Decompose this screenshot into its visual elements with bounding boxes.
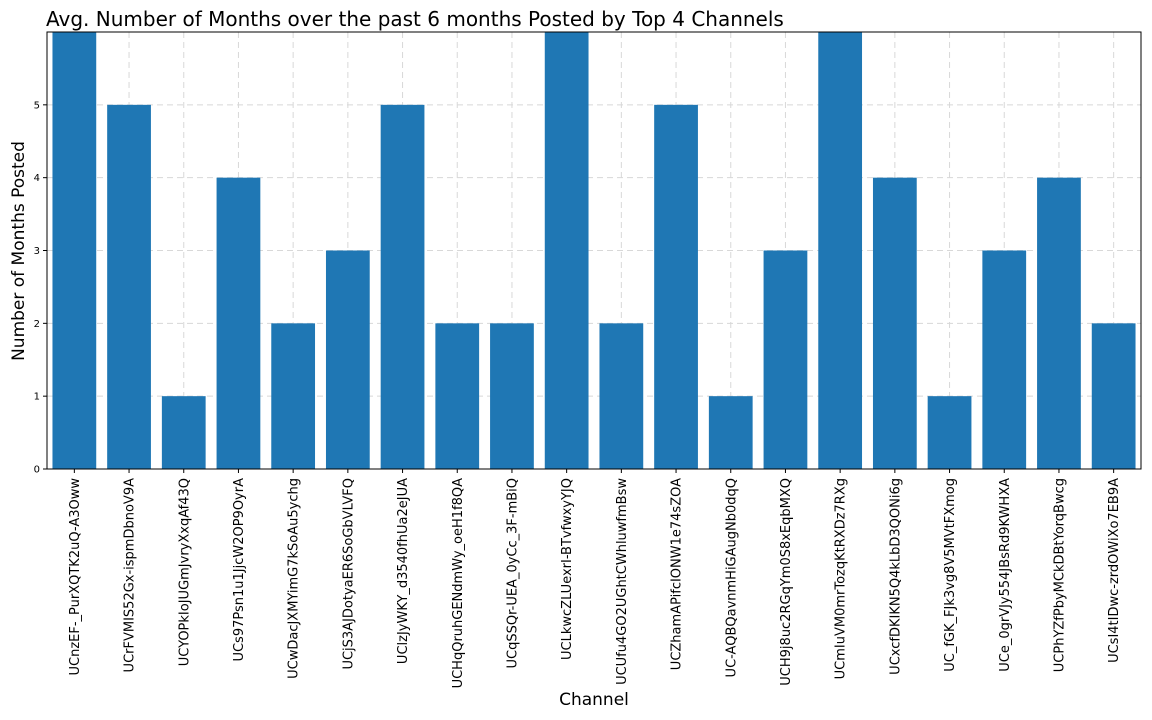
x-tick-label: UClzJyWKY_d3540fhUa2eJUA [396, 478, 411, 664]
bar [708, 396, 753, 469]
x-tick-label: UCHqQruhGENdmWy_oeH1f8QA [451, 478, 466, 689]
grid-lines [47, 32, 1141, 470]
bars [52, 32, 1136, 469]
bar [818, 32, 863, 469]
bar [927, 396, 972, 469]
x-tick-label: UC-AQBQavnmHiGAugNb0dqQ [724, 478, 739, 677]
bar [872, 177, 917, 469]
x-tick-label: UCxcfDKIKN5Q4kLbD3QONi6g [888, 478, 903, 675]
bar [216, 177, 261, 469]
x-tick-label: UCjS3AJDotyaER6SoGbVLVFQ [341, 478, 356, 670]
x-tick-label: UCPhYZfPbyMCkDBtYorqBwcg [1052, 478, 1067, 672]
x-tick-label: UCYOPkIoJUGmJvryXxqAf43Q [177, 478, 192, 666]
y-axis-label: Number of Months Posted [9, 141, 29, 361]
y-tick-label: 5 [34, 100, 40, 111]
x-axis-label: Channel [559, 690, 629, 710]
y-axis-ticks: 0 1 2 3 4 5 [34, 100, 47, 476]
bar [380, 104, 425, 469]
x-tick-label: UCrFVMIS52Gx-ispmDbnoV9A [123, 478, 138, 673]
x-tick-label: UCe_0grVJy554JBsRd9KWHXA [998, 478, 1013, 672]
bar [107, 104, 151, 469]
bar [271, 323, 316, 469]
x-tick-label: UC_fGK_FJk3vg8V5MVtFXmog [943, 478, 958, 672]
bar [654, 104, 698, 469]
x-tick-label: UCLkwcZLUexrI-BTvfwxyYJQ [560, 478, 575, 660]
bar [325, 250, 370, 469]
bar [161, 396, 206, 469]
y-tick-label: 1 [34, 392, 40, 403]
x-tick-label: UCnzEF-_PurXQTK2uQ-A3Oww [68, 478, 83, 676]
x-tick-label: UCmIuVM0mrTozqKtRXDz7RXg [834, 478, 849, 679]
bar [599, 323, 644, 469]
bar [52, 32, 97, 469]
y-tick-label: 3 [34, 246, 40, 257]
bar [1091, 323, 1136, 469]
x-tick-label: UCH9j8uc2RGqYm0S8xEqbMXQ [779, 478, 794, 686]
x-tick-label: UCs97Psn1u1JjcW2OP9OyrA [232, 478, 247, 662]
x-tick-label: UCsI4tIDwc-zrdOWiXo7EB9A [1107, 478, 1122, 663]
y-tick-label: 0 [34, 465, 40, 476]
bar [544, 32, 589, 469]
bar [982, 250, 1027, 469]
bar [763, 250, 808, 469]
bar [435, 323, 480, 469]
y-tick-label: 2 [34, 319, 40, 330]
x-tick-label: UCUfu4GO2UGhtCWhluwfmBsw [615, 478, 630, 685]
x-axis-ticks: UCnzEF-_PurXQTK2uQ-A3Oww UCrFVMIS52Gx-isp… [68, 469, 1122, 688]
bar [1037, 177, 1081, 469]
x-tick-label: UCwDacJXMYimG7kSoAu5ychg [287, 478, 302, 679]
y-tick-label: 4 [34, 173, 40, 184]
x-tick-label: UCZhamAPifcIONW1e74sZOA [670, 478, 685, 670]
bar [490, 323, 534, 469]
x-tick-label: UCqSSQr-UEA_0yCc_3F-mBiQ [505, 478, 520, 668]
chart-title: Avg. Number of Months over the past 6 mo… [46, 7, 784, 31]
